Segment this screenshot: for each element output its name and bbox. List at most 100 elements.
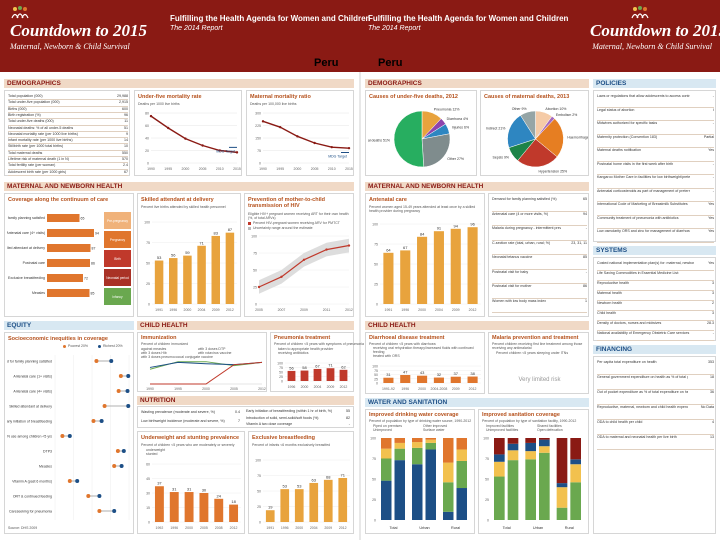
water-segment	[412, 447, 423, 465]
policy-row-divider	[597, 187, 714, 188]
pneumonia-x-tick: 2012	[340, 385, 348, 389]
demographics-row-label: Lifetime risk of maternal death (1 in N)	[8, 157, 69, 161]
demographics-row-value: 2,915	[119, 100, 128, 105]
continuum-bar	[47, 244, 91, 252]
water-panel: Improved drinking water coverage Percent…	[365, 409, 475, 534]
continuum-bar	[47, 274, 83, 282]
water-segment	[394, 442, 405, 449]
pmtct-x-tick: 2005	[255, 308, 263, 312]
systems-row-value: 3	[712, 281, 714, 285]
policy-row-value: -	[712, 161, 714, 166]
sba-x-tick: 1991	[155, 308, 163, 312]
antenatal-x-tick: 2012	[469, 308, 477, 312]
antenatal-data-label: 64	[386, 247, 391, 252]
sba-data-label: 83	[214, 230, 219, 235]
pneumonia-panel: Pneumonia treatment Percent of children …	[270, 332, 364, 392]
u5mr-x-tick: 1995	[164, 167, 172, 171]
policy-row-value: -	[712, 94, 714, 98]
nutrition-row-value: -	[348, 422, 350, 426]
policy-row-value: -	[712, 121, 714, 125]
demographics-row-label: Total population (000)	[8, 94, 43, 98]
u5-causes-pie: Pneumonia 12% Diarrhoea 4% Injuries 6% Othe…	[368, 108, 469, 168]
mmr-subtitle: Deaths per 100,000 live births	[250, 102, 297, 106]
sanitation-group-label: Total	[503, 526, 511, 530]
stunting-data-label: 37	[157, 481, 162, 486]
sanitation-segment	[539, 439, 550, 447]
diarrhoea-data-label: 31	[386, 372, 391, 377]
sanitation-y-tick: 75	[485, 457, 489, 461]
financing-title: FINANCING	[593, 345, 716, 354]
u5-causes-slice-label: Other 27%	[447, 157, 464, 161]
policy-row-label: Maternity protection (Convention 183)	[597, 134, 658, 139]
pmtct-x-tick: 2007	[278, 308, 286, 312]
water-segment	[443, 438, 454, 463]
u5mr-point	[149, 114, 153, 118]
demographics-row-divider	[8, 162, 128, 163]
pneumonia-title: Pneumonia treatment	[274, 335, 331, 341]
nutrition-row-label: Low birthweight incidence (moderate and …	[141, 419, 225, 423]
diarrhoea-y-tick: 50	[374, 373, 378, 377]
financing-row-value: 18	[710, 375, 714, 379]
u5mr-subtitle: Deaths per 1000 live births	[138, 102, 180, 106]
equity-poorest-dot	[112, 464, 117, 468]
systems-row-label: Life Saving Commodities in Essential Med…	[597, 271, 680, 275]
stunting-bar	[229, 504, 239, 522]
antenatal-chart: 0 25 50 75 100 64 1991 67 1996 84 2000 91 2004 94 2009…	[372, 222, 481, 312]
continuum-value: 72	[84, 277, 88, 281]
demographics-row-divider	[8, 105, 128, 107]
mnh-side-row-label: Postnatal visit for baby	[492, 269, 529, 274]
equity-row-label: Careseeking for pneumonia	[9, 510, 52, 514]
demographics-row-value: 67	[124, 169, 128, 174]
demographics-row-value: 96	[124, 112, 128, 117]
nutrition-row-label: Wasting prevalence (moderate and severe,…	[141, 410, 215, 414]
sanitation-segment	[494, 461, 505, 477]
policy-row-label: Low osmolarity ORS and zinc for manageme…	[597, 229, 690, 233]
equity-poorest-dot	[118, 374, 123, 378]
antenatal-y-tick: 50	[374, 263, 378, 267]
pmtct-y-tick: 50	[253, 269, 257, 273]
continuum-label: Measles	[32, 291, 45, 295]
stunting-bar	[154, 486, 164, 522]
child-health-title-right: CHILD HEALTH	[365, 321, 589, 330]
immunization-legend-hib: with 3 doses Hib	[141, 351, 167, 355]
continuum-value: 86	[91, 262, 95, 266]
water-segment	[443, 482, 454, 512]
u5mr-line	[150, 115, 238, 154]
antenatal-y-tick: 75	[374, 243, 378, 247]
equity-row-label: Early initiation of breastfeeding	[7, 420, 52, 424]
systems-row-label: National availability of Emergency Obste…	[597, 331, 690, 335]
maternal-causes-title: Causes of maternal deaths, 2013	[484, 94, 570, 100]
nutrition-indicators: Wasting prevalence (moderate and severe,…	[137, 406, 354, 428]
equity-title: EQUITY	[4, 321, 134, 330]
antenatal-y-tick: 25	[374, 283, 378, 287]
breastfeeding-x-tick: 2000	[295, 526, 303, 530]
antenatal-bar	[467, 227, 478, 304]
continuum-bar	[47, 229, 94, 237]
breastfeeding-y-tick: 0	[259, 521, 261, 525]
sba-x-tick: 2000	[184, 308, 192, 312]
breastfeeding-y-tick: 100	[255, 459, 261, 463]
policy-row-label: Midwives authorized for specific tasks	[597, 121, 658, 125]
sanitation-group-label: Rural	[565, 526, 574, 530]
policy-row-divider	[597, 201, 714, 202]
demographics-row-label: Birth registration (%)	[8, 112, 41, 117]
water-segment	[381, 448, 392, 459]
equity-chart: Demand for family planning satisfied Ante…	[7, 355, 131, 520]
sanitation-y-tick: 50	[485, 478, 489, 482]
water-segment	[456, 438, 467, 450]
breastfeeding-bar	[309, 482, 319, 522]
pneumonia-data-label: 58	[302, 365, 307, 370]
water-y-tick: 75	[372, 457, 376, 461]
breastfeeding-x-tick: 1996	[281, 526, 289, 530]
antenatal-x-tick: 2000	[418, 308, 426, 312]
mmr-y-tick: 150	[255, 137, 261, 141]
pneumonia-y-tick: 0	[281, 380, 283, 384]
stunting-panel: Underweight and stunting prevalence Perc…	[137, 431, 245, 534]
antenatal-bar	[450, 228, 461, 304]
mmr-title: Maternal mortality ratio	[250, 94, 311, 100]
immunization-hib-line	[150, 361, 263, 385]
pneumonia-bar	[339, 369, 348, 381]
policy-row-divider	[597, 174, 714, 175]
pneumonia-bar	[300, 370, 309, 381]
water-segment	[456, 488, 467, 520]
